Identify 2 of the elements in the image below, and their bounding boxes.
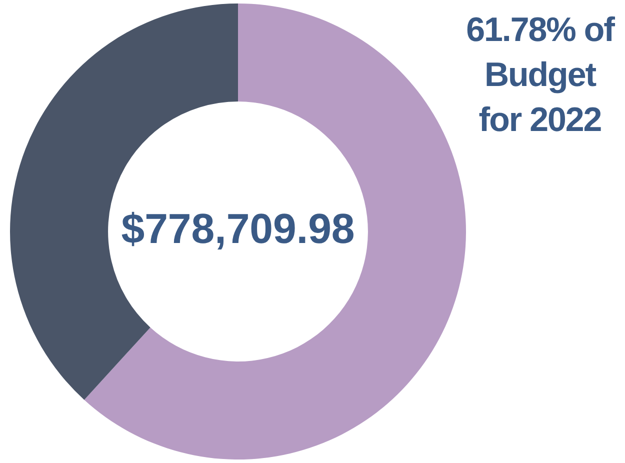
text: 61.78% of Budget for 2022 [465, 10, 616, 141]
text: $778,709.98 [121, 205, 355, 252]
